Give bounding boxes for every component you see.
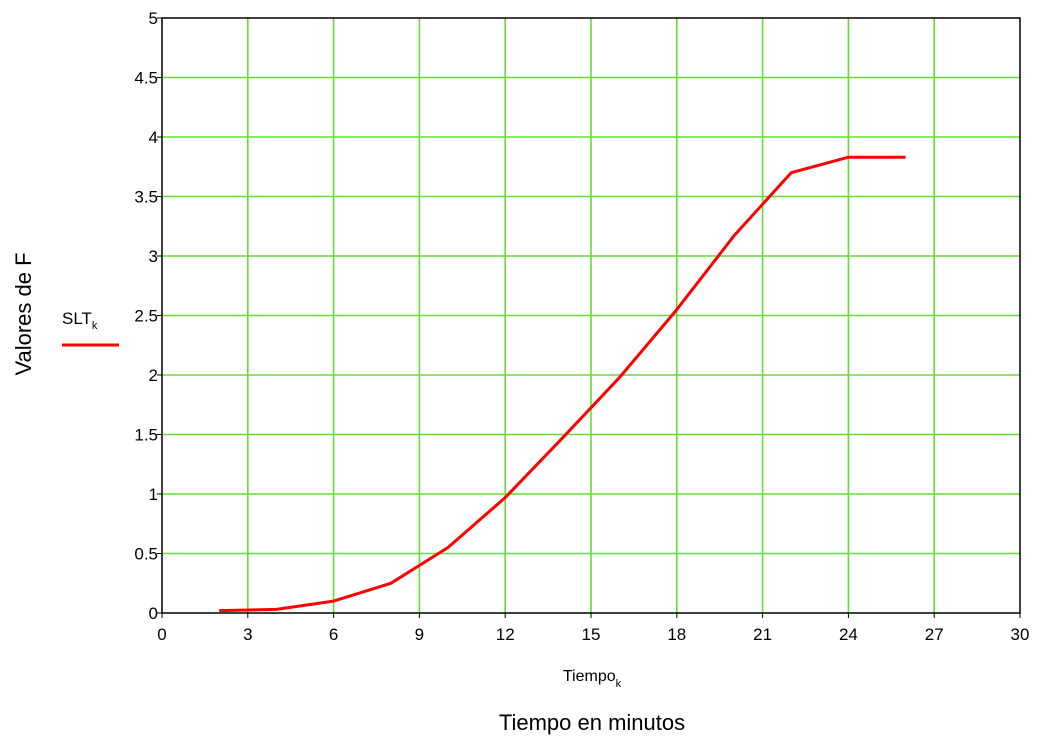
x-tick-label: 3 — [243, 625, 252, 644]
x-tick-label: 0 — [157, 625, 166, 644]
y-tick-label: 5 — [149, 9, 158, 28]
y-tick-label: 1 — [149, 485, 158, 504]
y-tick-label: 2.5 — [134, 307, 158, 326]
x-tick-label: 21 — [753, 625, 772, 644]
x-tick-label: 6 — [329, 625, 338, 644]
x-tick-label: 9 — [415, 625, 424, 644]
grid — [162, 18, 1020, 613]
legend-series-name: SLT — [62, 309, 92, 328]
x-axis-label-subscript: k — [616, 678, 622, 690]
legend-label: SLTk — [62, 309, 98, 332]
y-tick-label: 3 — [149, 247, 158, 266]
x-tick-label: 12 — [496, 625, 515, 644]
legend-series-subscript: k — [92, 320, 98, 332]
ticks: 0 3 6 9 12 15 18 21 24 27 30 0 0.5 1 1.5 2 2.5 3 3.5 4 4.5 5 — [134, 9, 1029, 644]
y-tick-label: 1.5 — [134, 426, 158, 445]
y-tick-label: 4.5 — [134, 69, 158, 88]
x-tick-label: 18 — [667, 625, 686, 644]
x-axis-title: Tiempo en minutos — [499, 710, 685, 735]
y-tick-label: 2 — [149, 366, 158, 385]
series-line-0 — [219, 155, 906, 613]
y-tick-label: 0.5 — [134, 545, 158, 564]
y-tick-label: 0 — [149, 604, 158, 623]
x-tick-label: 24 — [839, 625, 858, 644]
x-tick-label: 27 — [925, 625, 944, 644]
y-tick-label: 3.5 — [134, 188, 158, 207]
x-tick-label: 30 — [1011, 625, 1030, 644]
series-lines — [219, 155, 906, 613]
x-axis-label: Tiempok — [563, 668, 622, 690]
legend: SLTk — [62, 309, 119, 347]
y-tick-label: 4 — [149, 128, 158, 147]
x-tick-label: 15 — [582, 625, 601, 644]
y-axis-title: Valores de F — [11, 252, 36, 375]
